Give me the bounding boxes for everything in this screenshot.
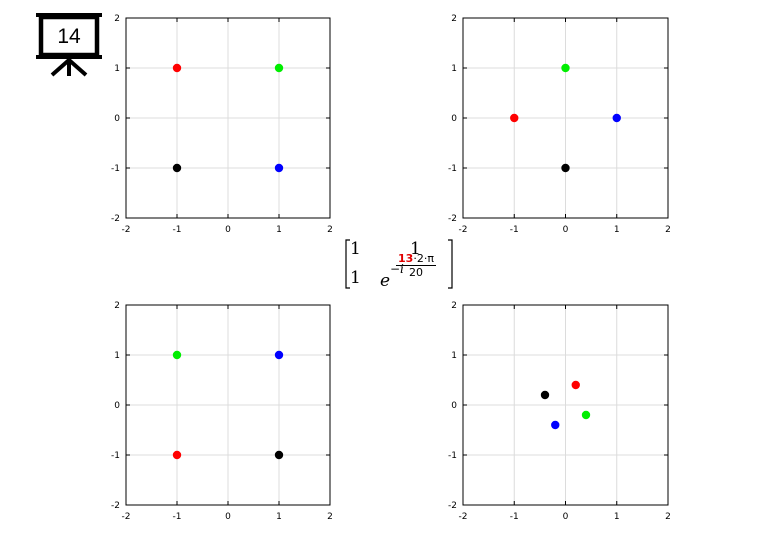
x-tick-label: -2 bbox=[122, 225, 131, 235]
x-tick-label: 0 bbox=[563, 512, 569, 522]
data-point bbox=[571, 380, 580, 390]
x-tick-label: 0 bbox=[563, 225, 569, 235]
x-tick-label: 2 bbox=[665, 225, 671, 235]
matrix-brackets bbox=[345, 239, 453, 289]
scatter-plot-3: -2 -1 0 1 2 -2 -1 0 1 2 bbox=[111, 301, 333, 522]
matrix-r2c1: 1 bbox=[350, 268, 361, 288]
matrix-exp-base: e bbox=[380, 271, 391, 291]
data-point bbox=[510, 113, 519, 123]
scatter-plot-4: -2 -1 0 1 2 -2 -1 0 1 2 bbox=[448, 301, 671, 522]
x-tick-label: -2 bbox=[459, 225, 468, 235]
x-tick-label: 1 bbox=[276, 225, 282, 235]
x-tick-label: 1 bbox=[276, 512, 282, 522]
y-tick-label: -2 bbox=[111, 501, 120, 511]
x-tick-label: 1 bbox=[614, 512, 620, 522]
fraction-rest: ·2·π bbox=[413, 252, 434, 265]
y-tick-label: 2 bbox=[451, 14, 457, 24]
y-tick-label: -2 bbox=[111, 214, 120, 224]
data-point bbox=[540, 390, 550, 400]
x-tick-label: 0 bbox=[225, 512, 231, 522]
data-point bbox=[561, 163, 570, 173]
y-tick-label: 1 bbox=[114, 64, 120, 74]
y-tick-label: -1 bbox=[448, 164, 457, 174]
y-tick-label: 1 bbox=[451, 64, 457, 74]
data-point bbox=[274, 63, 284, 73]
x-tick-label: -1 bbox=[173, 225, 182, 235]
x-tick-label: 0 bbox=[225, 225, 231, 235]
scatter-plot-2: -2 -1 0 1 2 -2 -1 0 1 2 bbox=[448, 14, 671, 235]
slide-number: 14 bbox=[57, 25, 81, 48]
data-point bbox=[172, 63, 182, 73]
data-point bbox=[581, 410, 591, 420]
data-point bbox=[172, 350, 182, 360]
x-tick-label: -1 bbox=[510, 225, 519, 235]
data-point bbox=[561, 63, 570, 73]
x-tick-label: 2 bbox=[327, 225, 333, 235]
y-tick-label: -2 bbox=[448, 214, 457, 224]
data-point bbox=[172, 163, 182, 173]
x-tick-label: 2 bbox=[665, 512, 671, 522]
y-tick-label: 1 bbox=[114, 351, 120, 361]
y-tick-label: 2 bbox=[114, 14, 120, 24]
y-tick-label: -1 bbox=[111, 164, 120, 174]
y-tick-label: 0 bbox=[451, 401, 457, 411]
y-tick-label: 0 bbox=[451, 114, 457, 124]
y-tick-label: 0 bbox=[114, 401, 120, 411]
x-tick-label: -2 bbox=[459, 512, 468, 522]
scatter-plot-1: -2 -1 0 1 2 -2 -1 0 1 2 bbox=[111, 14, 333, 235]
matrix-r1c1: 1 bbox=[350, 239, 361, 259]
fraction-numerator: 13·2·π bbox=[396, 252, 436, 266]
matrix-r1c2: 1 bbox=[410, 239, 421, 259]
y-tick-label: -1 bbox=[448, 451, 457, 461]
x-tick-label: -1 bbox=[173, 512, 182, 522]
data-point bbox=[274, 450, 284, 460]
data-point bbox=[551, 420, 560, 430]
fraction-highlight: 13 bbox=[398, 252, 414, 265]
x-tick-label: -2 bbox=[122, 512, 131, 522]
y-tick-label: 2 bbox=[451, 301, 457, 311]
x-tick-label: 1 bbox=[614, 225, 620, 235]
data-point bbox=[274, 163, 284, 173]
data-point bbox=[172, 450, 182, 460]
y-tick-label: 2 bbox=[114, 301, 120, 311]
fraction-denominator: 20 bbox=[409, 266, 423, 279]
matrix-exp-fraction: 13·2·π 20 bbox=[396, 252, 436, 279]
y-tick-label: 0 bbox=[114, 114, 120, 124]
presentation-board-icon bbox=[36, 13, 102, 77]
x-tick-label: 2 bbox=[327, 512, 333, 522]
dft-matrix: 1 1 1 e −i 13·2·π 20 bbox=[344, 238, 456, 291]
data-point bbox=[274, 350, 284, 360]
data-point bbox=[612, 113, 621, 123]
y-tick-label: 1 bbox=[451, 351, 457, 361]
slide-badge: 14 bbox=[34, 12, 104, 80]
y-tick-label: -2 bbox=[448, 501, 457, 511]
x-tick-label: -1 bbox=[510, 512, 519, 522]
y-tick-label: -1 bbox=[111, 451, 120, 461]
